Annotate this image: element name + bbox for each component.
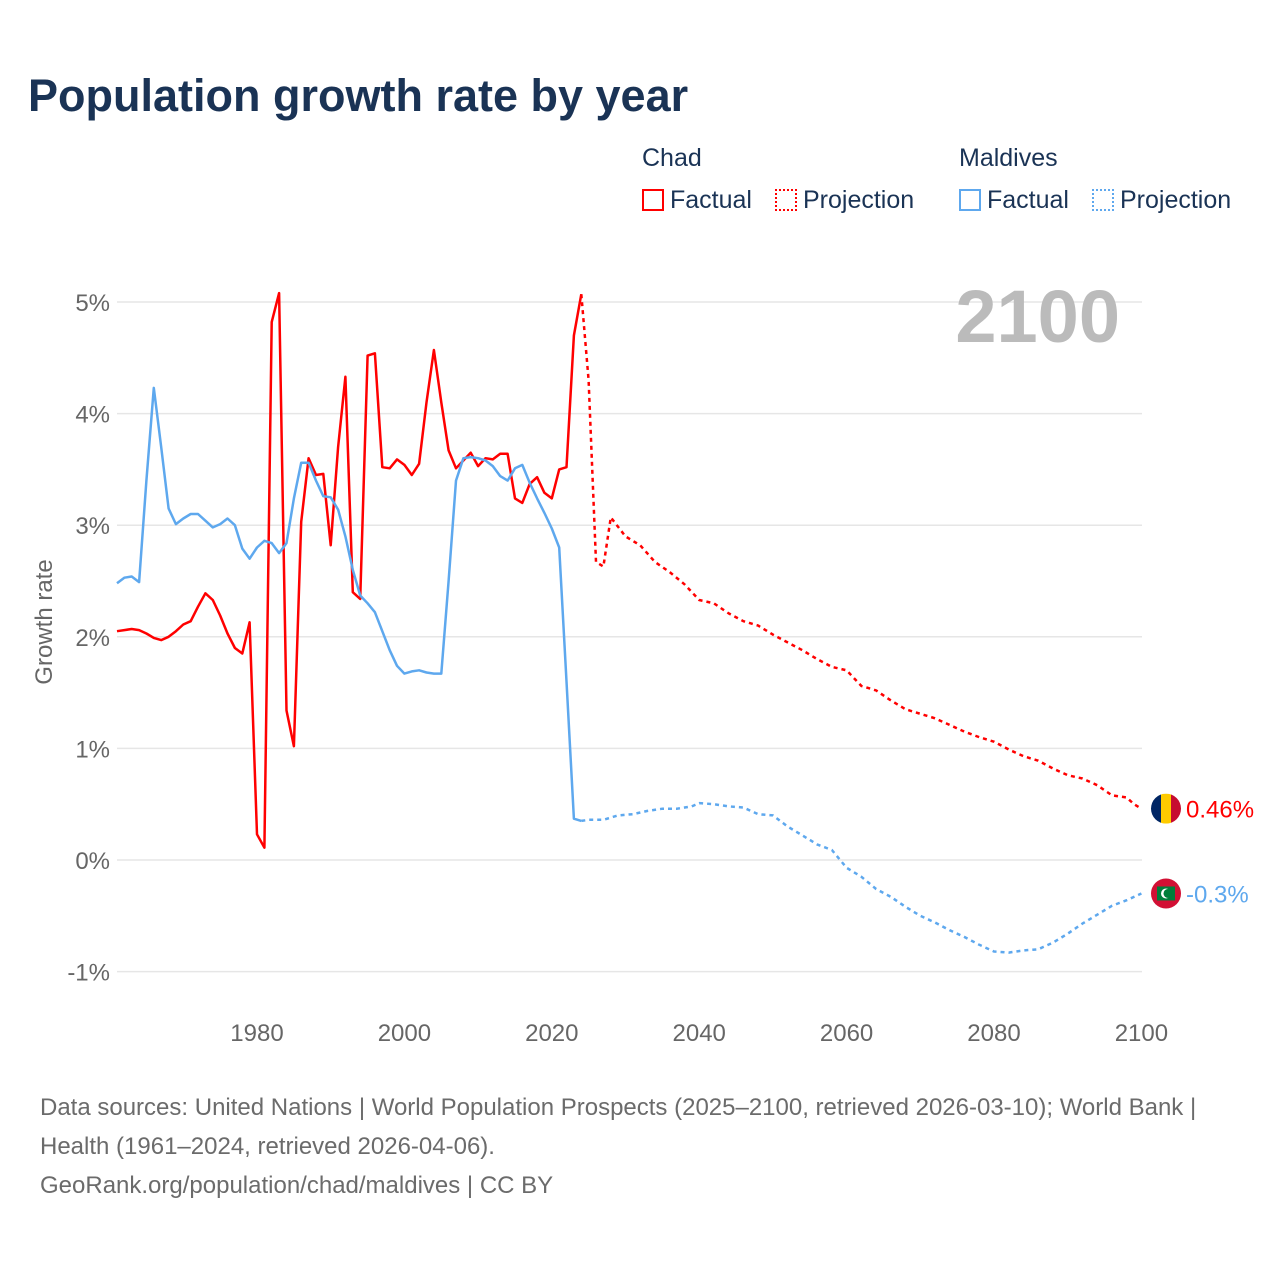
y-tick-label: 1% <box>75 736 110 763</box>
solid-swatch-icon <box>959 189 981 211</box>
series-line-maldives-factual <box>116 386 582 823</box>
x-tick-label: 2000 <box>378 1020 431 1047</box>
legend-group-chad: Chad <box>642 144 702 172</box>
x-tick-label: 2080 <box>967 1020 1020 1047</box>
dotted-swatch-icon <box>1092 189 1114 211</box>
attribution: GeoRank.org/population/chad/maldives | C… <box>40 1172 554 1199</box>
dotted-swatch-icon <box>775 189 797 211</box>
footer: Data sources: United Nations | World Pop… <box>40 1088 1240 1205</box>
legend-chad-projection[interactable]: Projection <box>775 186 914 215</box>
chart-title: Population growth rate by year <box>28 70 689 121</box>
x-tick-label: 2100 <box>1115 1020 1168 1047</box>
solid-swatch-icon <box>642 189 664 211</box>
legend-group-maldives: Maldives <box>959 144 1058 172</box>
legend-chad-factual[interactable]: Factual <box>642 186 752 215</box>
x-tick-label: 2060 <box>820 1020 873 1047</box>
y-tick-label: 3% <box>75 513 110 540</box>
y-axis-label: Growth rate <box>31 559 58 684</box>
legend-maldives-projection[interactable]: Projection <box>1092 186 1231 215</box>
year-label: 2100 <box>955 275 1120 358</box>
y-tick-label: 4% <box>75 402 110 429</box>
series-line-maldives-projection <box>581 801 1142 954</box>
y-tick-label: 0% <box>75 848 110 875</box>
end-value-label: -0.3% <box>1186 881 1249 908</box>
x-tick-label: 1980 <box>230 1020 283 1047</box>
data-sources: Data sources: United Nations | World Pop… <box>40 1094 1197 1160</box>
series-line-chad-projection <box>580 294 1143 810</box>
y-tick-label: 5% <box>75 290 110 317</box>
y-tick-label: 2% <box>75 625 110 652</box>
x-tick-label: 2020 <box>525 1020 578 1047</box>
end-value-label: 0.46% <box>1186 797 1254 824</box>
chad-flag-icon <box>1151 793 1181 824</box>
legend-maldives-factual[interactable]: Factual <box>959 186 1069 215</box>
series-line-chad-factual <box>116 291 583 849</box>
y-tick-label: -1% <box>67 960 110 987</box>
plot-area: 5% 4% 3% 2% 1% 0% -1% 1980 2000 2020 2040 2060 2080 2… <box>31 275 1254 1047</box>
maldives-crescent-cut <box>1163 888 1173 898</box>
x-tick-label: 2040 <box>673 1020 726 1047</box>
